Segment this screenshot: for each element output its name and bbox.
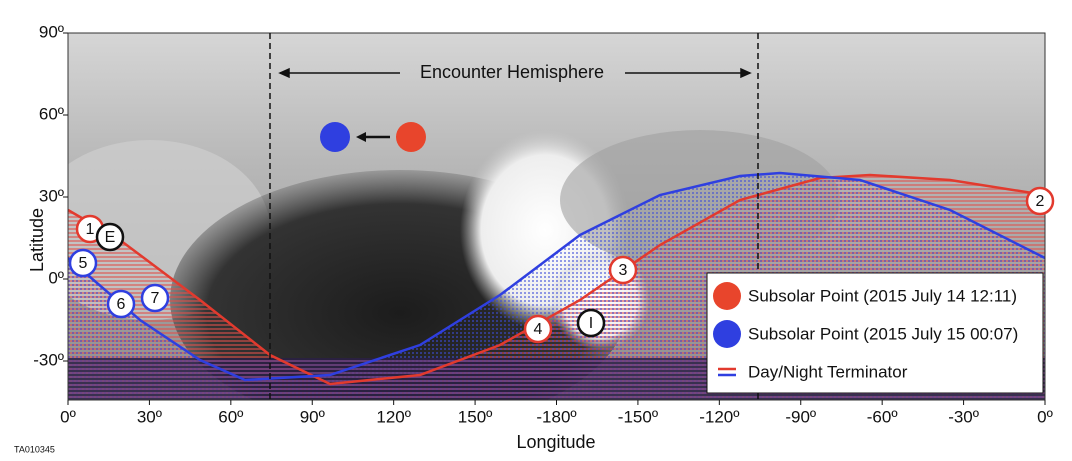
y-axis-title: Latitude — [27, 208, 47, 272]
marker-label: 3 — [619, 262, 628, 279]
y-tick-label: 60º — [39, 104, 64, 123]
x-tick-label: -60º — [867, 407, 898, 426]
marker-label: 6 — [117, 296, 126, 313]
marker-circle — [523, 314, 553, 344]
marker-circle — [95, 222, 125, 252]
x-tick-label: -180º — [536, 407, 576, 426]
markers: 1 E5 6 7 4 I 3 2 — [68, 186, 1055, 344]
x-axis-title: Longitude — [516, 432, 595, 452]
marker-circle — [576, 308, 606, 338]
x-tick-label: 120º — [376, 407, 411, 426]
subsolar-point-red — [396, 122, 426, 152]
legend-swatch — [713, 282, 741, 310]
marker-circle — [68, 248, 98, 278]
figure-id: TA010345 — [14, 444, 55, 454]
legend-box — [706, 272, 1044, 394]
x-tick-label: -30º — [948, 407, 979, 426]
hemisphere-label: Encounter Hemisphere — [420, 62, 604, 82]
legend-label: Day/Night Terminator — [748, 362, 908, 381]
x-tick-label: 0º — [1037, 407, 1053, 426]
legend-label: Subsolar Point (2015 July 14 12:11) — [748, 286, 1017, 305]
x-tick-label: 30º — [137, 407, 162, 426]
marker-label: 5 — [79, 255, 88, 272]
legend: Subsolar Point (2015 July 14 12:11) Subs… — [706, 272, 1044, 394]
legend-label: Subsolar Point (2015 July 15 00:07) — [748, 324, 1018, 343]
subsolar-point-blue — [320, 122, 350, 152]
marker-label: 1 — [86, 221, 95, 238]
y-tick-label: -30º — [33, 350, 64, 369]
y-tick-label: 30º — [39, 186, 64, 205]
hemisphere-arrows — [278, 67, 752, 79]
x-tick-label: -150º — [618, 407, 658, 426]
y-tick-label: 90º — [39, 22, 64, 41]
x-tick-label: -90º — [785, 407, 816, 426]
x-tick-label: -120º — [699, 407, 739, 426]
terminator-line — [68, 171, 1045, 382]
marker-label: 4 — [534, 321, 543, 338]
x-tick-label: 60º — [218, 407, 243, 426]
marker-label: 2 — [1036, 193, 1045, 210]
y-tick-label: 0º — [48, 268, 64, 287]
marker-label: 7 — [151, 290, 160, 307]
marker-circle — [608, 255, 638, 285]
legend-swatch — [713, 320, 741, 348]
marker-circle — [1025, 186, 1055, 216]
x-tick-label: 90º — [300, 407, 325, 426]
x-tick-label: 0º — [60, 407, 76, 426]
marker-circle — [106, 289, 136, 319]
x-tick-label: 150º — [458, 407, 493, 426]
marker-label: E — [105, 229, 116, 246]
shift-arrow — [356, 132, 390, 142]
marker-label: I — [589, 315, 593, 332]
marker-circle — [140, 283, 170, 313]
